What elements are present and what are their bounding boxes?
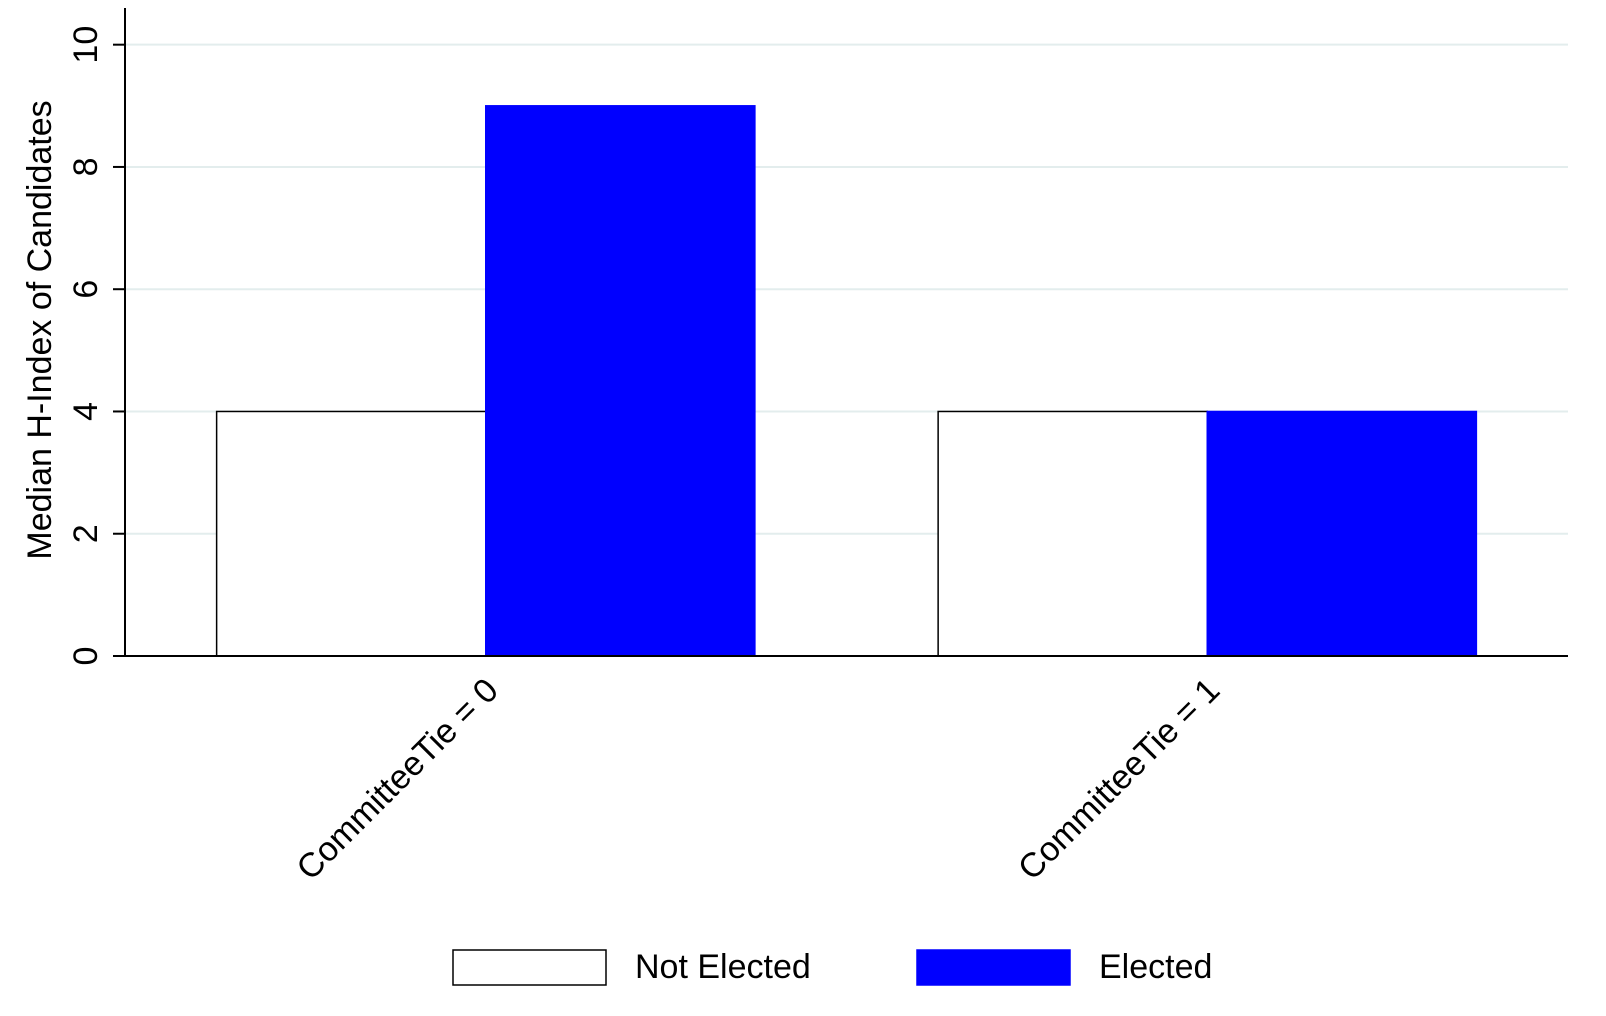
- bar: [485, 105, 756, 657]
- bar: [937, 410, 1208, 657]
- legend-label: Elected: [1099, 948, 1212, 986]
- y-tick-label: 0: [67, 647, 105, 666]
- legend-swatch: [916, 949, 1071, 986]
- y-axis-label: Median H-Index of Candidates: [21, 100, 59, 559]
- y-tick-label: 10: [67, 26, 105, 64]
- bar: [215, 410, 487, 657]
- y-tick-label: 6: [67, 280, 105, 299]
- y-tick-label: 8: [67, 157, 105, 176]
- x-tick-label: CommitteeTie = 1: [1011, 671, 1227, 887]
- legend-label: Not Elected: [635, 948, 811, 986]
- x-tick-label: CommitteeTie = 0: [289, 671, 505, 887]
- y-tick-label: 4: [67, 402, 105, 421]
- y-tick-label: 2: [67, 524, 105, 543]
- legend-swatch: [452, 949, 607, 986]
- bar: [1206, 410, 1478, 657]
